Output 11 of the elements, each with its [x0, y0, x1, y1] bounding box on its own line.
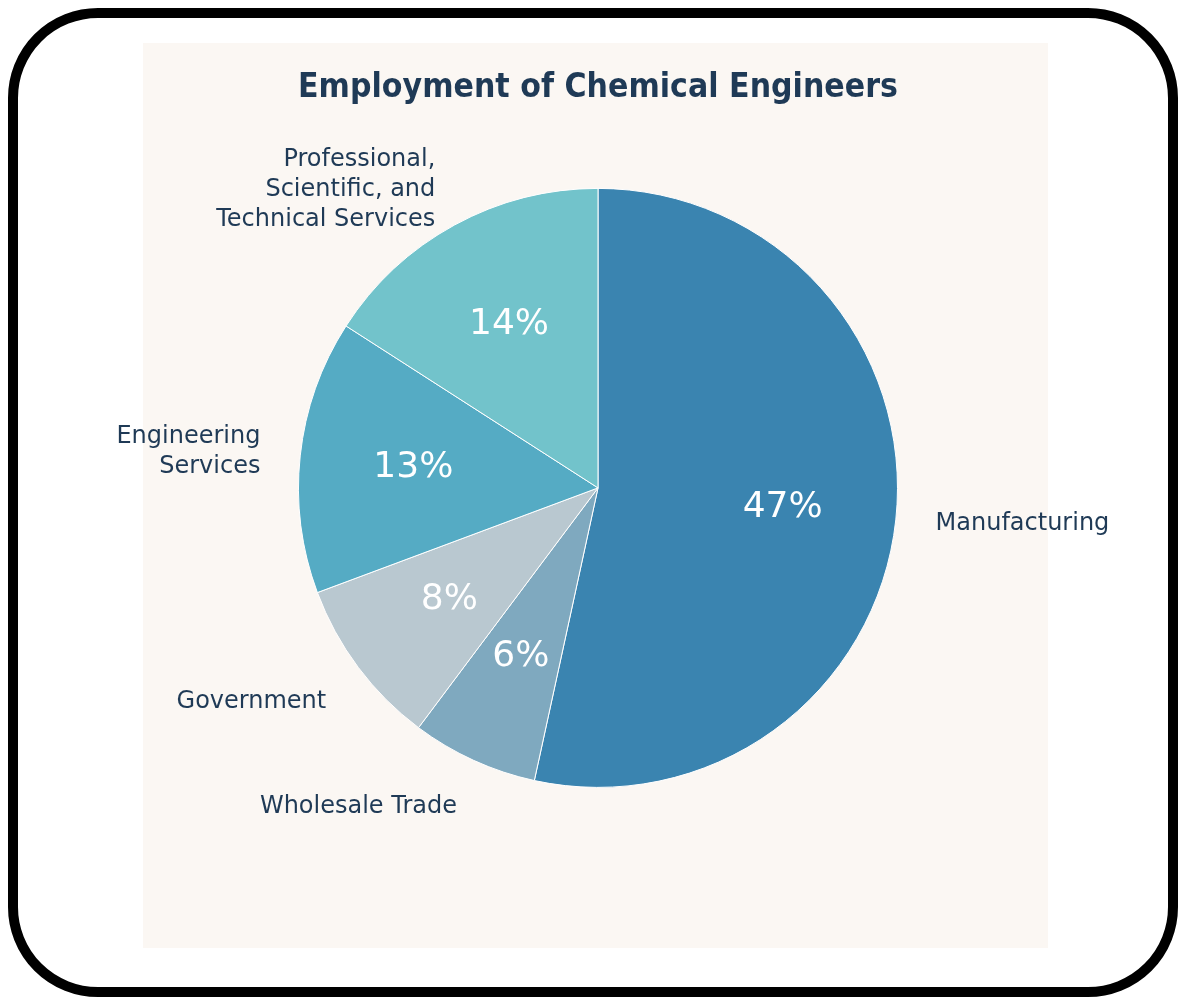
chart-title: Employment of Chemical Engineers — [298, 65, 898, 106]
slice-label: Professional, Scientific, and Technical Services — [215, 144, 436, 233]
data-label: 13% — [373, 444, 454, 486]
slice-label: Manufacturing — [935, 508, 1110, 537]
slice-label: Engineering Services — [116, 420, 261, 479]
data-label: 6% — [492, 633, 550, 675]
data-label: 8% — [420, 575, 478, 617]
data-label: 47% — [742, 484, 823, 526]
data-label: 14% — [469, 301, 550, 343]
slice-label: Wholesale Trade — [259, 790, 457, 819]
slice-label: Government — [176, 685, 327, 714]
